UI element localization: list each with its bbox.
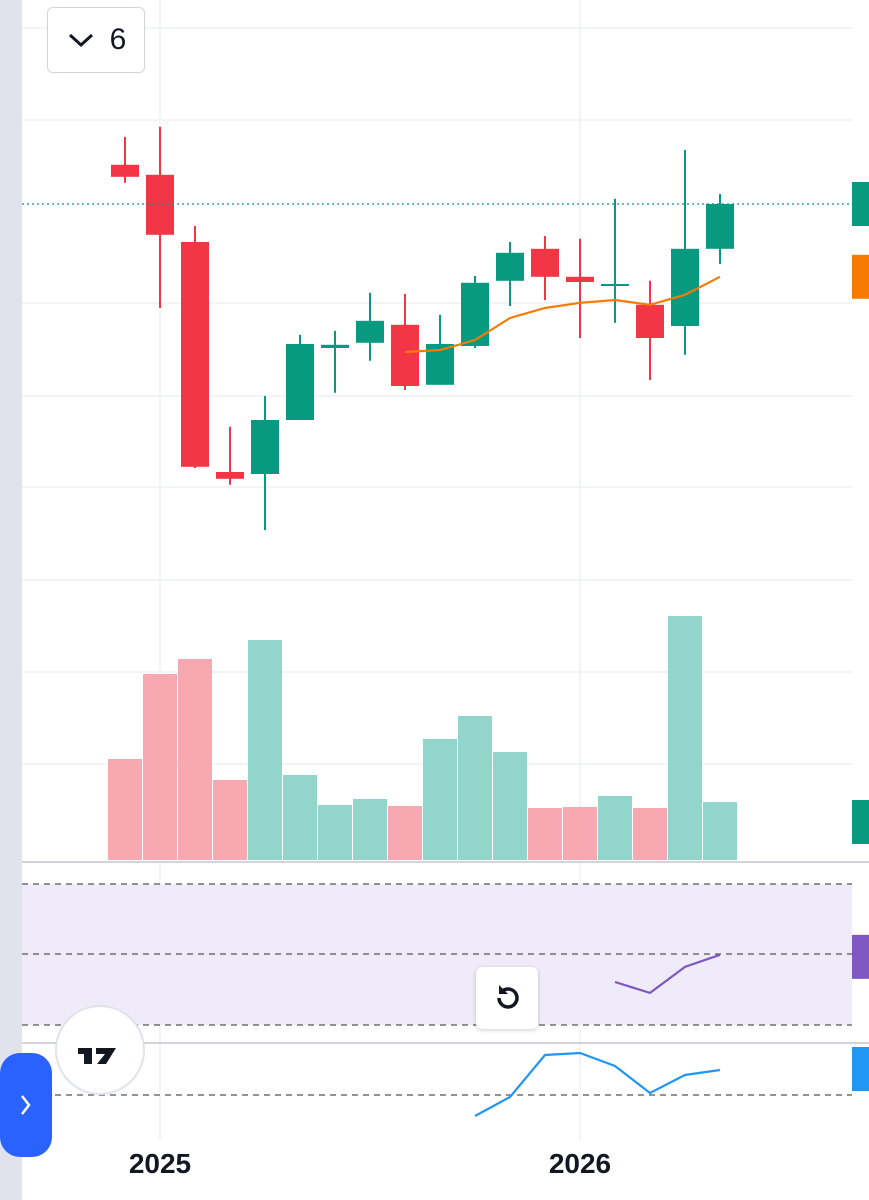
axis-tag [852,934,869,979]
volume-bar [143,674,177,860]
volume-bar [703,802,737,860]
candle-body [531,248,559,277]
volume-bar [283,775,317,860]
volume-bar [388,806,422,860]
volume-bar [493,752,527,860]
volume-bar [458,716,492,860]
axis-tag [852,254,869,299]
candle-body [181,242,209,467]
candle-body [461,282,489,346]
axis-tag [852,182,869,226]
volume-bar [633,808,667,860]
candle-body [111,164,139,177]
volume-bar [178,659,212,860]
volume-bar [353,799,387,860]
volume-bar [248,640,282,860]
left-strip [0,0,22,1200]
candle-body [146,174,174,235]
x-tick-label: 2025 [129,1148,191,1179]
interval-button[interactable]: 6 [47,7,145,73]
indicator-line [404,275,721,354]
candle-body [636,304,664,338]
volume-bar [563,807,597,860]
reset-icon [497,985,519,1009]
volume-bar [213,780,247,860]
volume-bar [318,805,352,860]
side-tab-arrow [21,1095,31,1115]
candle-body [216,472,244,479]
indicator-line [614,953,721,995]
x-tick-label: 2026 [549,1148,611,1179]
reset-button[interactable] [476,967,538,1029]
axis-tag [852,800,869,844]
candle-body [706,204,734,249]
candle-body [496,252,524,281]
logo-mark [78,1048,116,1064]
axis-tag [852,1047,869,1091]
candle-body [321,344,349,348]
candle-body [671,248,699,326]
candle-body [286,344,314,420]
volume-bar [528,808,562,860]
rsi-band [22,884,852,1025]
candle-body [601,284,629,286]
side-tab[interactable] [0,1053,52,1157]
candle-body [356,320,384,343]
volume-bar [668,616,702,860]
candle-body [251,420,279,474]
volume-bar [598,796,632,860]
volume-bar [108,759,142,860]
candle-body [391,324,419,386]
interval-label: 6 [109,23,127,56]
volume-bar [423,739,457,860]
candle-body [566,276,594,282]
indicator-line [474,1051,721,1117]
chevron [68,33,93,48]
